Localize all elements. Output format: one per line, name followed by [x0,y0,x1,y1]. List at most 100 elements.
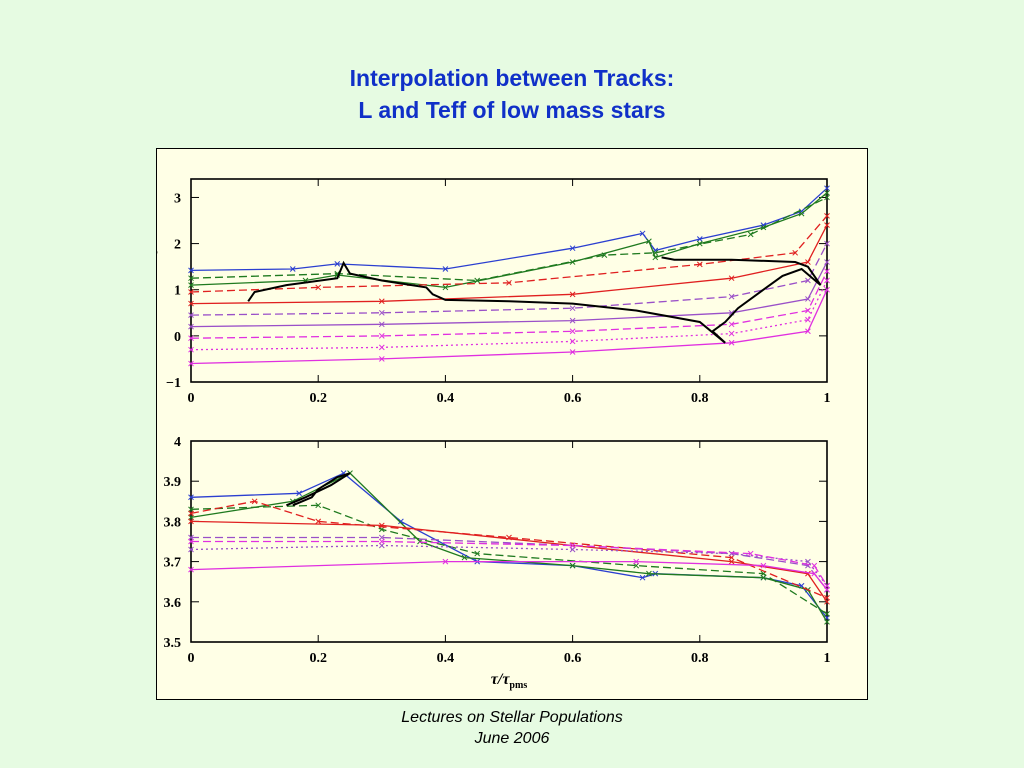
data-point [805,328,811,335]
x-tick-label: 0.6 [564,651,582,666]
data-point [188,275,194,282]
data-point [188,510,194,517]
data-point [639,230,646,237]
data-point [569,338,576,345]
data-point [824,189,830,196]
point-marker [633,558,640,565]
data-point [188,267,194,274]
point-marker [824,586,830,593]
data-point [188,282,194,288]
data-point [569,259,576,265]
x-tick-label: 0.2 [309,651,327,666]
data-point [824,268,830,275]
point-marker [188,546,194,553]
footer-line-2: June 2006 [474,730,550,747]
point-marker [824,611,830,617]
data-point [646,570,652,577]
y-tick-label: 3.5 [164,636,182,651]
track-line-green [190,504,828,615]
title-line-2: L and Teff of low mass stars [358,97,666,123]
data-point [728,275,735,282]
point-marker [728,309,735,316]
point-marker [824,277,830,284]
data-point [824,611,830,617]
x-tick-label: 0.4 [437,651,455,666]
data-point [188,300,194,307]
point-marker [442,558,449,565]
point-marker [811,562,818,569]
track-line-blue [190,472,828,619]
point-marker [188,346,194,353]
data-point [506,279,512,286]
data-point [474,550,481,557]
track-line-magenta [190,280,828,351]
data-point [569,542,576,549]
point-marker [296,490,302,497]
point-marker [728,275,735,282]
data-point [728,550,735,557]
data-point [417,538,423,545]
point-marker [824,286,830,293]
point-marker [728,293,735,300]
x-tick-label: 0 [188,651,195,666]
point-marker [747,231,754,238]
plot-frame [190,178,828,383]
point-marker [378,321,385,328]
data-point [474,277,481,284]
data-point [792,249,799,256]
slide-footer: Lectures on Stellar Populations June 200… [0,707,1024,749]
data-point [188,323,194,330]
x-tick-label: 1 [824,651,831,666]
data-point [811,570,818,577]
data-point [696,236,703,242]
track-line-black [286,472,351,507]
data-point [506,534,512,541]
data-point [696,261,703,268]
point-marker [461,554,468,561]
data-point [188,566,194,573]
point-marker [251,498,258,505]
data-point [315,284,322,291]
point-marker [378,344,385,351]
point-marker [805,316,811,323]
point-marker [569,562,576,569]
data-point [805,277,811,284]
slide-title: Interpolation between Tracks: L and Teff… [0,62,1024,126]
data-point [696,240,703,247]
data-point [639,574,646,581]
x-tick-label: 1 [824,391,831,406]
point-marker [378,309,385,316]
data-point [824,586,830,593]
point-marker [569,542,576,549]
track-line-blue [190,187,828,272]
data-point [569,305,576,312]
point-marker [188,275,194,282]
point-marker [760,562,767,569]
point-marker [417,538,423,545]
point-marker [188,518,194,525]
point-marker [506,534,512,541]
point-marker [569,317,576,324]
data-point [569,245,576,252]
point-marker [315,284,322,291]
point-marker [798,208,805,215]
figure-panel: 00.20.40.60.81−10123Log L/L⊙ 00.20.40.60… [140,148,868,700]
point-marker [569,291,576,298]
data-point [378,309,385,316]
point-marker [442,266,449,272]
data-point [646,238,652,245]
data-point [315,502,322,509]
point-marker [824,213,830,219]
data-point [652,254,659,261]
track-line-purple [190,544,828,587]
y-tick-label: 3.8 [164,515,182,530]
data-point [798,210,805,217]
point-marker [824,268,830,275]
point-marker [798,210,805,217]
data-point [569,328,576,335]
y-tick-label: 3.9 [164,475,182,490]
plot-frame [190,440,828,643]
data-point [824,194,830,201]
point-marker [378,538,385,545]
data-point [824,277,830,284]
